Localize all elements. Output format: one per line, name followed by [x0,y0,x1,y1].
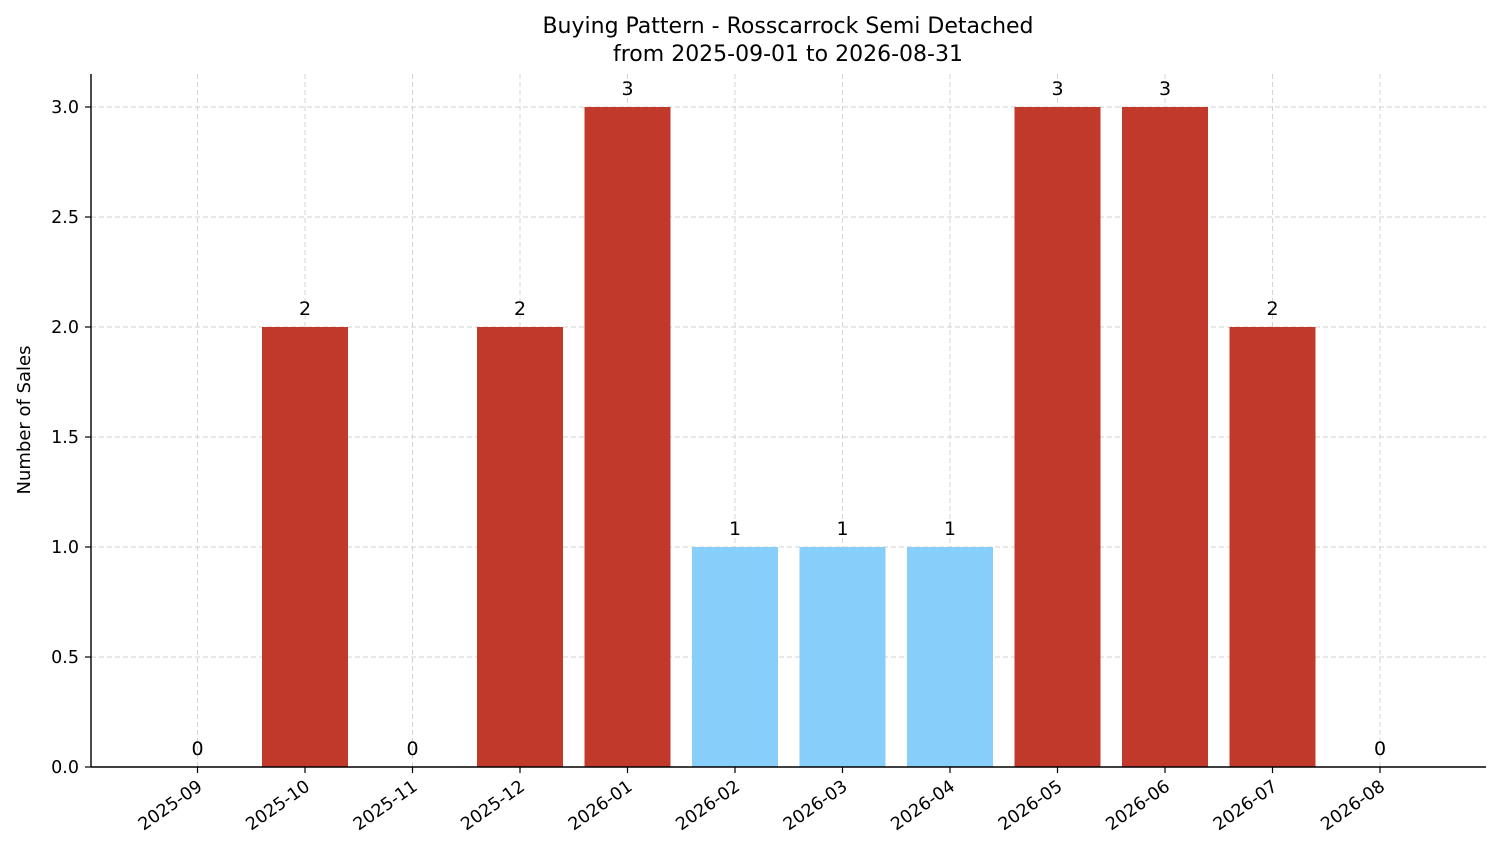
bar-value-label: 2 [1266,298,1278,320]
bars [262,107,1316,767]
bar-value-label: 1 [729,518,741,540]
x-tick-label: 2025-11 [350,777,421,835]
bar-2026-03 [799,547,886,767]
x-tick-label: 2025-09 [135,777,206,835]
axes [90,74,1486,768]
x-tick-label: 2025-10 [242,777,313,835]
bar-value-label: 2 [514,298,526,320]
x-tick-label: 2026-05 [995,777,1066,835]
x-tick-label: 2026-02 [672,777,743,835]
y-tick-label: 2.5 [51,208,79,228]
bar-value-label: 0 [1374,738,1386,760]
chart-title: Buying Pattern - Rosscarrock Semi Detach… [542,14,1033,39]
bar-value-label: 3 [1051,78,1063,100]
y-tick-label: 0.5 [51,648,79,668]
x-ticks: 2025-09 2025-10 2025-11 2025-12 2026-01 2026-… [135,767,1389,835]
x-tick-label: 2026-07 [1210,777,1281,835]
bar-2026-02 [692,547,778,767]
bar-value-label: 3 [1159,78,1171,100]
y-tick-label: 1.0 [51,538,79,558]
bar-2026-04 [907,547,993,767]
x-tick-label: 2026-08 [1317,777,1388,835]
x-tick-label: 2026-06 [1102,777,1173,835]
bar-value-label: 3 [621,78,633,100]
bar-2026-06 [1122,107,1208,767]
bar-value-label: 0 [406,738,418,760]
bar-2026-01 [584,107,671,767]
x-tick-label: 2026-03 [780,777,851,835]
y-tick-label: 2.0 [51,318,79,338]
bar-2026-05 [1014,107,1101,767]
x-tick-label: 2026-04 [887,777,958,835]
bar-value-label: 1 [944,518,956,540]
bar-2025-10 [262,327,348,767]
x-tick-label: 2026-01 [565,777,636,835]
bar-value-label: 2 [299,298,311,320]
x-tick-label: 2025-12 [457,777,528,835]
chart-subtitle: from 2025-09-01 to 2026-08-31 [613,42,963,67]
y-tick-label: 1.5 [51,428,79,448]
bar-value-label: 0 [191,738,203,760]
y-tick-label: 3.0 [51,98,79,118]
bar-2026-07 [1229,327,1316,767]
bar-value-label: 1 [836,518,848,540]
bar-2025-12 [477,327,563,767]
y-tick-label: 0.0 [51,758,79,778]
bar-value-labels: 0 2 0 2 3 1 1 1 3 3 2 0 [191,78,1386,760]
y-ticks: 0.0 0.5 1.0 1.5 2.0 2.5 3.0 [51,98,91,778]
y-axis-label: Number of Sales [14,345,35,494]
chart-title-group: Buying Pattern - Rosscarrock Semi Detach… [542,14,1033,67]
